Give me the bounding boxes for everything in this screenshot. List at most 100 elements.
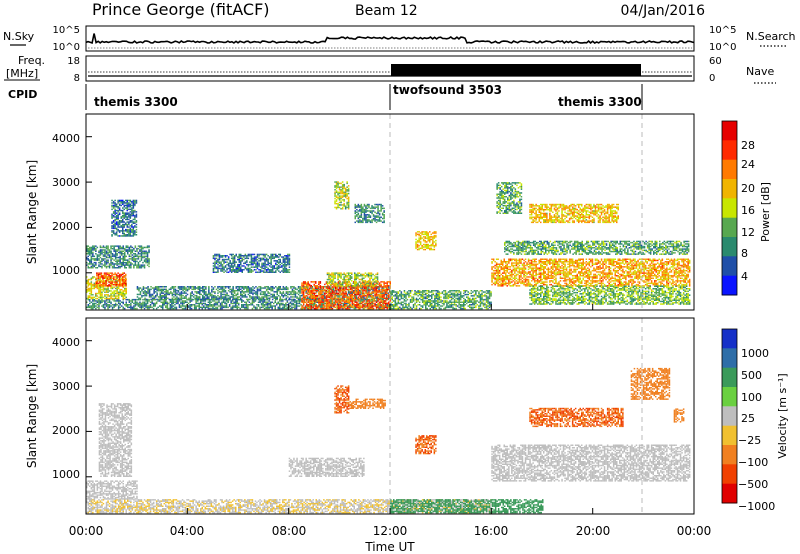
power-cell (99, 250, 102, 252)
power-cell (114, 258, 117, 260)
power-cell (237, 269, 239, 271)
power-cell (212, 297, 215, 299)
power-cell (223, 258, 225, 261)
power-cell (334, 295, 337, 297)
power-cell (127, 304, 129, 306)
power-cell (378, 296, 381, 298)
power-cell (131, 258, 134, 260)
power-cell (123, 272, 125, 274)
power-cell (92, 306, 94, 309)
power-cell (131, 306, 134, 309)
power-cell (308, 285, 311, 287)
power-cell (107, 280, 109, 282)
power-cell (358, 289, 361, 292)
power-cell (247, 271, 250, 273)
power-cell (371, 286, 373, 288)
power-cell (249, 298, 251, 301)
power-cell (270, 269, 272, 271)
power-cell (349, 272, 351, 274)
power-cell (365, 286, 367, 288)
power-cell (226, 258, 228, 261)
power-cell (96, 301, 99, 303)
power-cell (226, 294, 228, 297)
power-cell (162, 289, 164, 292)
power-cell (115, 204, 118, 207)
power-cell (152, 304, 155, 306)
power-cell (165, 302, 167, 305)
power-cell (107, 287, 109, 290)
power-cell (291, 293, 294, 296)
power-cell (151, 302, 153, 305)
power-cell (342, 304, 345, 306)
power-cell (306, 287, 309, 289)
power-cell (114, 212, 116, 214)
power-cell (378, 307, 381, 310)
power-cell (209, 294, 212, 297)
power-cell (87, 285, 89, 287)
power-cell (339, 302, 341, 305)
power-cell (325, 287, 328, 289)
power-cell (125, 291, 127, 293)
power-cell (146, 261, 149, 264)
power-cell (349, 275, 351, 277)
power-cell (254, 307, 257, 310)
power-cell (212, 256, 215, 258)
power-cell (137, 258, 140, 260)
power-cell (258, 289, 260, 292)
power-cell (338, 189, 341, 191)
power-cell (382, 301, 384, 303)
power-cell (99, 287, 102, 290)
power-cell (133, 267, 135, 269)
power-cell (93, 276, 96, 278)
power-cell (104, 246, 106, 249)
power-cell (264, 260, 266, 262)
power-cell (96, 283, 98, 286)
power-cell (159, 305, 161, 307)
power-cell (125, 267, 127, 269)
power-cell (340, 282, 342, 285)
power-cell (134, 259, 137, 261)
power-cell (240, 260, 242, 262)
power-cell (386, 307, 388, 310)
power-cell (92, 251, 94, 254)
power-cell (128, 231, 130, 233)
power-cell (319, 281, 322, 283)
power-cell (133, 258, 135, 260)
power-cell (363, 285, 366, 287)
power-cell (265, 286, 268, 288)
power-cell (323, 300, 325, 302)
power-cell (217, 261, 219, 263)
power-cell (342, 302, 345, 305)
power-cell (128, 212, 130, 214)
power-cell (102, 306, 105, 309)
power-cell (305, 287, 308, 289)
power-cell (321, 296, 323, 298)
power-cell (173, 293, 175, 296)
power-cell (264, 265, 266, 267)
power-cell (376, 282, 379, 285)
power-cell (378, 304, 381, 306)
power-cell (299, 288, 301, 291)
power-cell (137, 247, 140, 250)
power-cell (113, 300, 115, 302)
power-cell (281, 262, 283, 265)
power-cell (280, 300, 283, 302)
power-cell (87, 281, 89, 283)
power-cell (145, 305, 147, 307)
power-cell (119, 300, 121, 302)
power-cell (322, 307, 325, 310)
power-cell (304, 305, 307, 307)
power-cell (377, 306, 379, 309)
power-cell (271, 307, 273, 310)
power-cell (144, 289, 146, 292)
power-cell (230, 269, 233, 271)
power-cell (338, 201, 341, 204)
power-cell (297, 291, 300, 293)
power-cell (146, 254, 149, 256)
power-cell (294, 287, 297, 289)
power-cell (335, 199, 338, 201)
power-cell (114, 296, 117, 299)
power-cell (368, 304, 370, 306)
power-cell (130, 302, 132, 305)
power-cell (277, 301, 279, 303)
